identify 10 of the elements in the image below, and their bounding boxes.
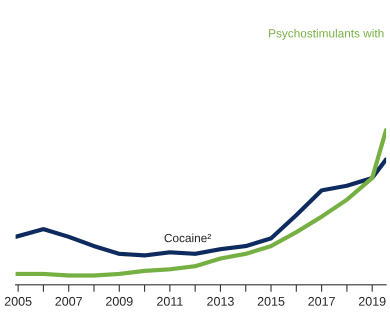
x-tick-label: 2017 xyxy=(308,296,335,306)
x-tick-label: 2007 xyxy=(55,296,82,306)
x-tick-label: 2009 xyxy=(106,296,133,306)
x-tick-label: 2011 xyxy=(157,296,183,306)
text: Psychostimulants with xyxy=(269,28,384,40)
x-tick-label: 2015 xyxy=(258,296,284,306)
series-label: Cocaine² xyxy=(164,234,211,242)
x-tick-label: 2005 xyxy=(4,296,32,306)
x-tick-label: 2013 xyxy=(207,296,234,306)
x-tick-label: 2019 xyxy=(358,296,386,306)
